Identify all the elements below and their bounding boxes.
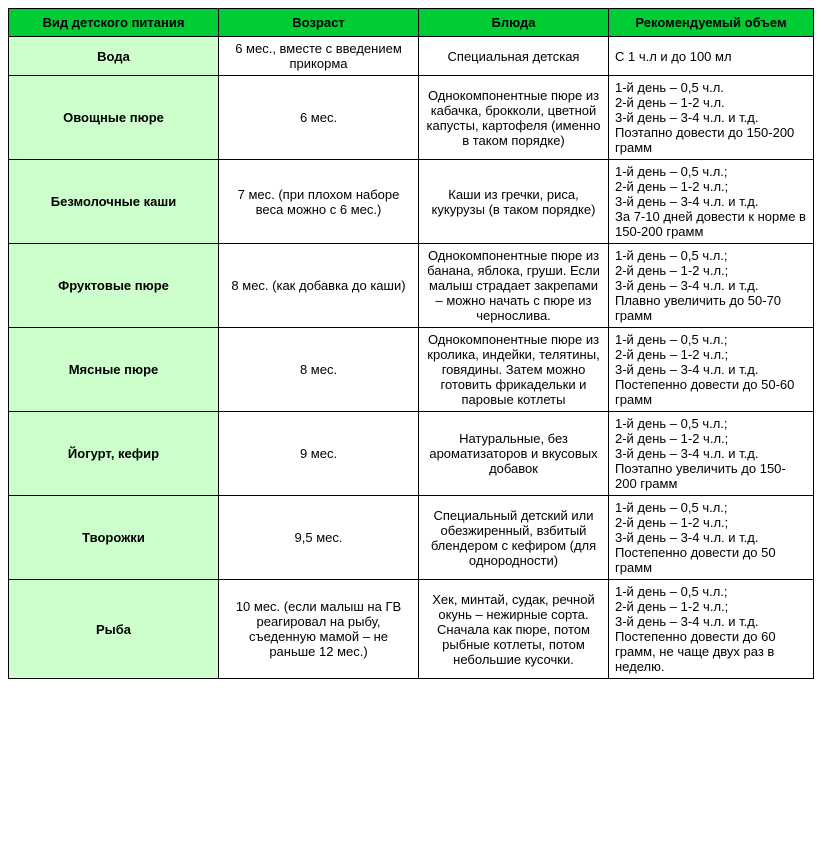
cell-dish: Однокомпонентные пюре из банана, яблока,…: [419, 244, 609, 328]
col-header-dish: Блюда: [419, 9, 609, 37]
cell-dish: Специальная детская: [419, 37, 609, 76]
table-row: Безмолочные каши7 мес. (при плохом набор…: [9, 160, 814, 244]
cell-dish: Специальный детский или обезжиренный, вз…: [419, 496, 609, 580]
baby-food-table: Вид детского питания Возраст Блюда Реком…: [8, 8, 814, 679]
cell-food: Рыба: [9, 580, 219, 679]
cell-vol: 1-й день – 0,5 ч.л.;2-й день – 1-2 ч.л.;…: [609, 328, 814, 412]
cell-food: Фруктовые пюре: [9, 244, 219, 328]
table-row: Рыба10 мес. (если малыш на ГВ реагировал…: [9, 580, 814, 679]
cell-vol: 1-й день – 0,5 ч.л.;2-й день – 1-2 ч.л.;…: [609, 496, 814, 580]
cell-age: 8 мес. (как добавка до каши): [219, 244, 419, 328]
cell-food: Мясные пюре: [9, 328, 219, 412]
cell-vol: С 1 ч.л и до 100 мл: [609, 37, 814, 76]
cell-vol: 1-й день – 0,5 ч.л.2-й день – 1-2 ч.л.3-…: [609, 76, 814, 160]
cell-dish: Натуральные, без ароматизаторов и вкусов…: [419, 412, 609, 496]
table-row: Мясные пюре8 мес.Однокомпонентные пюре и…: [9, 328, 814, 412]
cell-vol: 1-й день – 0,5 ч.л.;2-й день – 1-2 ч.л.;…: [609, 244, 814, 328]
table-header-row: Вид детского питания Возраст Блюда Реком…: [9, 9, 814, 37]
cell-age: 6 мес., вместе с введением прикорма: [219, 37, 419, 76]
table-row: Творожки9,5 мес.Специальный детский или …: [9, 496, 814, 580]
cell-food: Вода: [9, 37, 219, 76]
cell-age: 8 мес.: [219, 328, 419, 412]
cell-age: 6 мес.: [219, 76, 419, 160]
cell-vol: 1-й день – 0,5 ч.л.;2-й день – 1-2 ч.л.;…: [609, 580, 814, 679]
col-header-food: Вид детского питания: [9, 9, 219, 37]
table-row: Йогурт, кефир9 мес.Натуральные, без аром…: [9, 412, 814, 496]
cell-dish: Однокомпонентные пюре из кролика, индейк…: [419, 328, 609, 412]
cell-dish: Хек, минтай, судак, речной окунь – нежир…: [419, 580, 609, 679]
cell-food: Йогурт, кефир: [9, 412, 219, 496]
cell-age: 9,5 мес.: [219, 496, 419, 580]
cell-age: 10 мес. (если малыш на ГВ реагировал на …: [219, 580, 419, 679]
col-header-age: Возраст: [219, 9, 419, 37]
cell-vol: 1-й день – 0,5 ч.л.;2-й день – 1-2 ч.л.;…: [609, 160, 814, 244]
cell-dish: Однокомпонентные пюре из кабачка, брокко…: [419, 76, 609, 160]
cell-food: Овощные пюре: [9, 76, 219, 160]
table-row: Вода6 мес., вместе с введением прикормаС…: [9, 37, 814, 76]
cell-food: Творожки: [9, 496, 219, 580]
table-row: Фруктовые пюре8 мес. (как добавка до каш…: [9, 244, 814, 328]
col-header-vol: Рекомендуемый объем: [609, 9, 814, 37]
table-row: Овощные пюре6 мес.Однокомпонентные пюре …: [9, 76, 814, 160]
cell-age: 9 мес.: [219, 412, 419, 496]
cell-vol: 1-й день – 0,5 ч.л.;2-й день – 1-2 ч.л.;…: [609, 412, 814, 496]
cell-dish: Каши из гречки, риса, кукурузы (в таком …: [419, 160, 609, 244]
cell-age: 7 мес. (при плохом наборе веса можно с 6…: [219, 160, 419, 244]
cell-food: Безмолочные каши: [9, 160, 219, 244]
table-body: Вода6 мес., вместе с введением прикормаС…: [9, 37, 814, 679]
